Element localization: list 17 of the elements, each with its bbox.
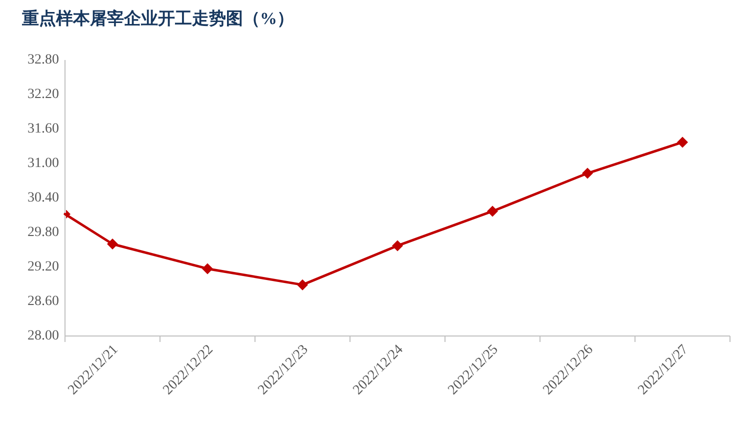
y-tick-label: 32.80 — [28, 52, 59, 68]
y-tick-label: 28.00 — [28, 328, 59, 344]
chart-title: 重点样本屠宰企业开工走势图（%） — [21, 9, 294, 28]
y-tick-label: 30.40 — [28, 190, 59, 206]
point — [202, 263, 213, 274]
point — [582, 168, 593, 179]
point — [487, 206, 498, 217]
y-tick-label: 31.00 — [28, 156, 59, 171]
y-tick-label: 28.60 — [28, 294, 59, 309]
y-tick-label: 29.20 — [28, 260, 59, 274]
point — [297, 279, 308, 290]
point — [107, 238, 118, 250]
y-tick-label: 32.20 — [28, 87, 59, 102]
point — [677, 136, 688, 148]
point — [392, 240, 403, 252]
y-tick-label: 29.80 — [28, 225, 59, 240]
y-tick-label: 31.60 — [28, 122, 59, 136]
